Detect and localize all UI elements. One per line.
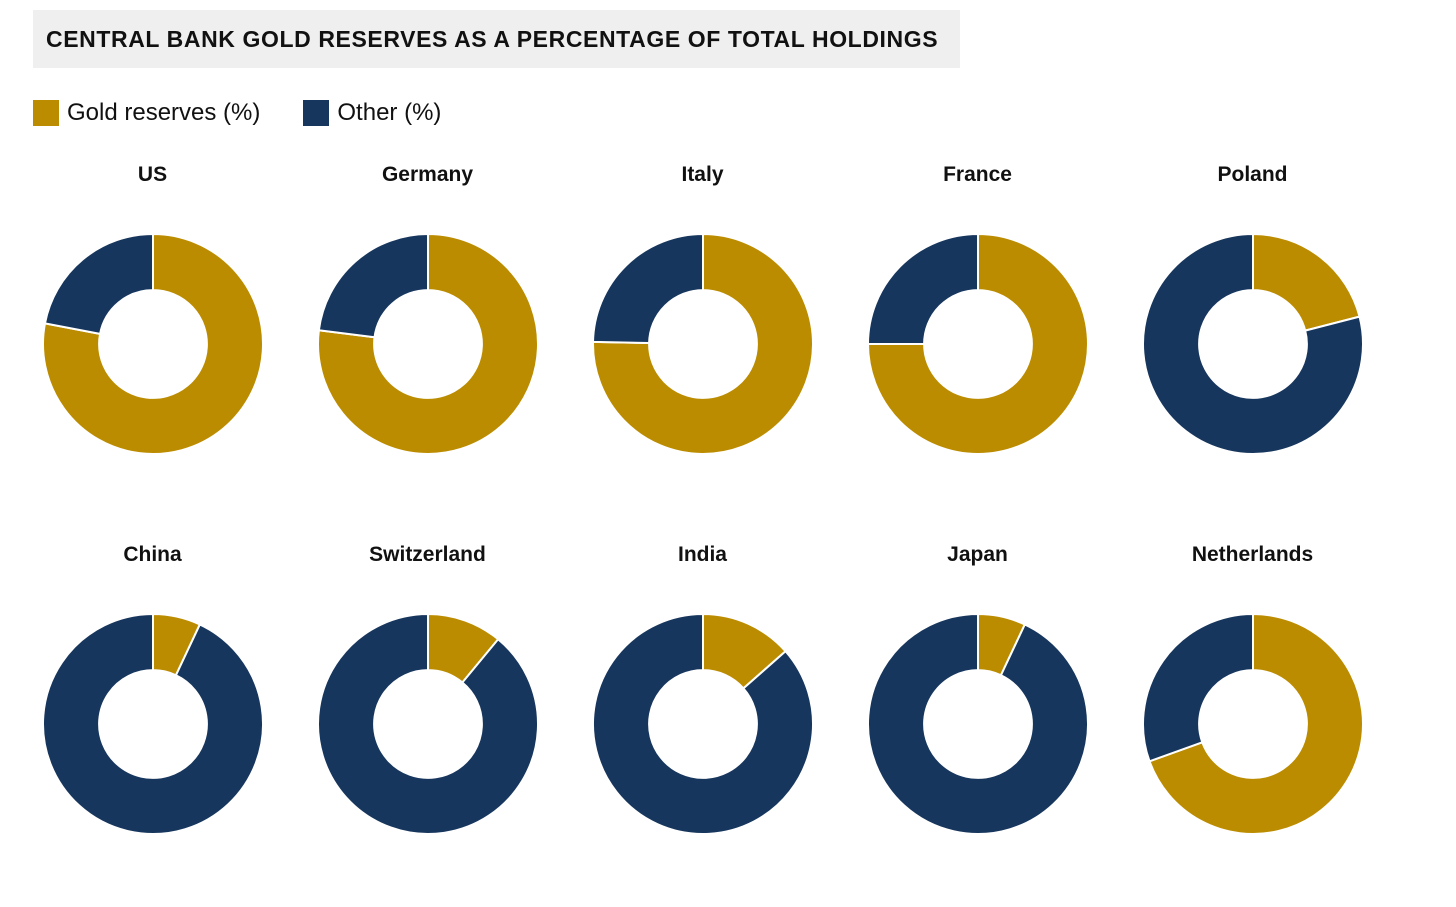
legend-item-gold: Gold reserves (%) bbox=[33, 99, 260, 127]
page-title: CENTRAL BANK GOLD RESERVES AS A PERCENTA… bbox=[33, 10, 961, 68]
donut-cell: Netherlands bbox=[1115, 540, 1390, 838]
slice-gold bbox=[1251, 232, 1361, 332]
donut-chart bbox=[41, 232, 264, 455]
slice-gold bbox=[41, 232, 264, 455]
donut-chart bbox=[866, 232, 1089, 455]
slice-other bbox=[316, 612, 539, 835]
legend-label-gold: Gold reserves (%) bbox=[67, 99, 261, 126]
donut-chart bbox=[1141, 232, 1364, 455]
slice-other bbox=[1141, 612, 1254, 763]
slice-other bbox=[43, 232, 154, 336]
donut-cell: Switzerland bbox=[290, 540, 565, 838]
donut-chart bbox=[866, 612, 1089, 835]
chart-legend: Gold reserves (%) Other (%) bbox=[33, 99, 484, 127]
donut-chart bbox=[591, 232, 814, 455]
donut-cell: Japan bbox=[840, 540, 1115, 838]
charts-grid: US Germany Italy France Poland China Switzerla… bbox=[15, 160, 1390, 838]
donut-cell: France bbox=[840, 160, 1115, 458]
country-label: India bbox=[677, 543, 727, 566]
country-label: Netherlands bbox=[1191, 543, 1314, 566]
donut-chart bbox=[41, 612, 264, 835]
donut-chart bbox=[1141, 612, 1364, 835]
country-label: France bbox=[943, 163, 1012, 186]
donut-chart bbox=[591, 612, 814, 835]
slice-gold bbox=[591, 232, 814, 455]
donut-cell: US bbox=[15, 160, 290, 458]
country-label: Poland bbox=[1217, 163, 1288, 186]
donut-chart bbox=[316, 232, 539, 455]
slice-other bbox=[866, 232, 979, 345]
country-label: Italy bbox=[681, 163, 724, 186]
slice-other bbox=[591, 232, 704, 344]
slice-gold bbox=[1147, 612, 1364, 835]
slice-other bbox=[591, 612, 814, 835]
donut-cell: Germany bbox=[290, 160, 565, 458]
country-label: Switzerland bbox=[369, 543, 486, 566]
legend-item-other: Other (%) bbox=[303, 99, 441, 127]
donut-chart bbox=[316, 612, 539, 835]
country-label: Germany bbox=[381, 163, 474, 186]
slice-other bbox=[866, 612, 1089, 835]
donut-cell: India bbox=[565, 540, 840, 838]
slice-gold bbox=[866, 232, 1089, 455]
country-label: Japan bbox=[947, 543, 1008, 566]
donut-cell: China bbox=[15, 540, 290, 838]
legend-swatch-other-icon bbox=[303, 100, 330, 126]
country-label: China bbox=[123, 543, 182, 566]
legend-label-other: Other (%) bbox=[337, 99, 442, 126]
legend-swatch-gold-icon bbox=[33, 100, 59, 126]
slice-other bbox=[41, 612, 264, 835]
slice-other bbox=[317, 232, 429, 339]
donut-cell: Poland bbox=[1115, 160, 1390, 458]
slice-other bbox=[1141, 232, 1364, 455]
donut-cell: Italy bbox=[565, 160, 840, 458]
country-label: US bbox=[137, 163, 168, 186]
slice-gold bbox=[316, 232, 539, 455]
